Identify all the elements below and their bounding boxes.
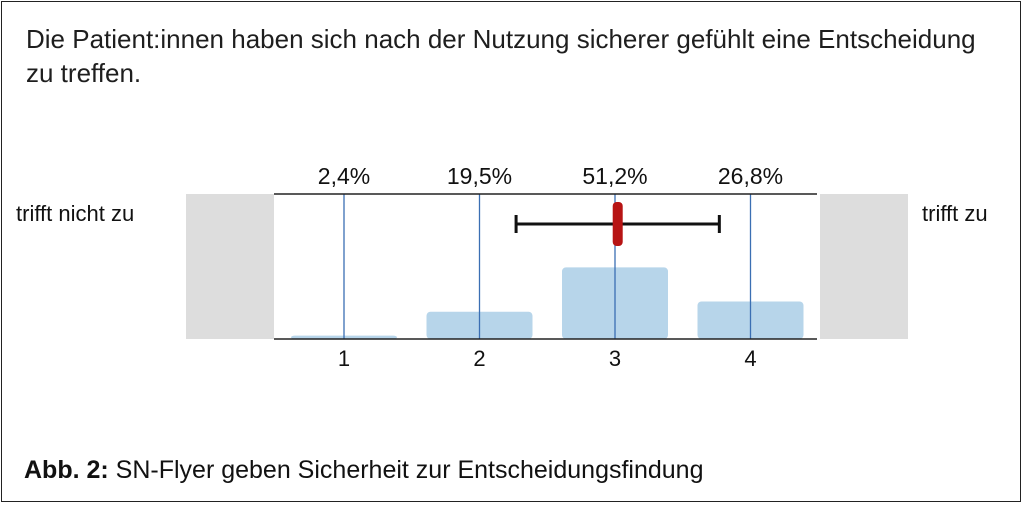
value-label-3: 51,2%	[582, 163, 647, 189]
mean-marker	[612, 202, 623, 246]
caption-prefix: Abb. 2:	[24, 456, 109, 484]
left-side-panel	[186, 194, 274, 339]
value-label-4: 26,8%	[718, 163, 783, 189]
scale-right-label: trifft zu	[922, 201, 988, 226]
scale-left-label: trifft nicht zu	[16, 201, 135, 226]
tick-label-3: 3	[609, 346, 621, 371]
distribution-chart: 2,4% 19,5% 51,2% 26,8% 1 2 3 4	[186, 163, 908, 371]
caption-text: SN-Flyer geben Sicherheit zur Entscheidu…	[108, 456, 704, 484]
question-text: Die Patient:innen haben sich nach der Nu…	[26, 24, 976, 88]
figure-caption: Abb. 2: SN-Flyer geben Sicherheit zur En…	[24, 456, 704, 485]
value-label-2: 19,5%	[447, 163, 512, 189]
tick-label-1: 1	[338, 346, 350, 371]
right-side-panel	[820, 194, 908, 339]
value-label-1: 2,4%	[318, 163, 370, 189]
tick-label-4: 4	[744, 346, 756, 371]
tick-label-2: 2	[473, 346, 485, 371]
